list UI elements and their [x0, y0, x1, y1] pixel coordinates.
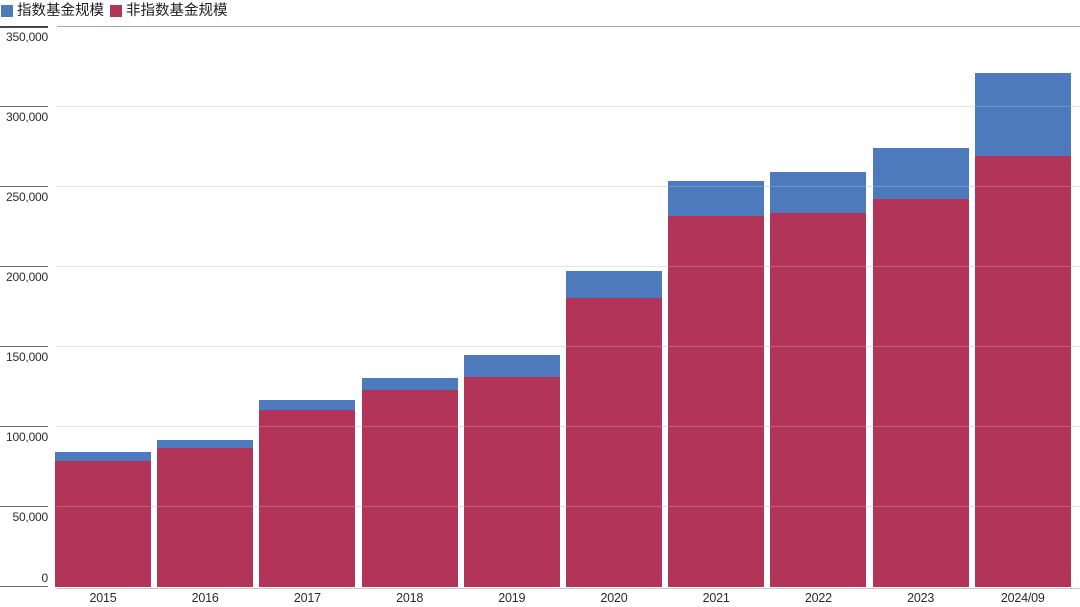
x-axis-label: 2016 [191, 591, 219, 605]
bar-segment-nonindex-funds[interactable] [55, 461, 151, 587]
bar-segment-index-funds[interactable] [566, 270, 662, 298]
y-gridline [57, 106, 1080, 107]
y-tick-mark [0, 185, 48, 188]
bar-segment-index-funds[interactable] [974, 73, 1071, 156]
bar-segment-nonindex-funds[interactable] [668, 215, 765, 587]
legend-label-nonindex-funds: 非指数基金规模 [126, 3, 228, 19]
bar-segment-index-funds[interactable] [463, 355, 560, 377]
y-tick-mark [0, 105, 48, 108]
y-axis-label: 300,000 [6, 109, 48, 124]
x-axis-label: 2019 [498, 591, 526, 605]
y-axis-label: 350,000 [6, 29, 48, 44]
legend-swatch-nonindex-funds-icon [110, 5, 122, 17]
x-axis-label: 2023 [907, 591, 935, 605]
legend-item-index-funds[interactable]: 指数基金规模 [1, 3, 104, 19]
x-axis-label: 2020 [600, 591, 628, 605]
y-axis-label: 250,000 [6, 189, 48, 204]
bar-segment-nonindex-funds[interactable] [974, 155, 1071, 587]
x-axis-label: 2017 [293, 591, 321, 605]
bar-segment-index-funds[interactable] [872, 148, 969, 200]
y-tick-mark [0, 345, 48, 348]
x-axis-label: 2018 [396, 591, 424, 605]
bar-segment-nonindex-funds[interactable] [770, 212, 867, 587]
y-tick-mark [0, 25, 48, 28]
bar-segment-nonindex-funds[interactable] [361, 390, 458, 587]
y-tick-mark [0, 505, 48, 508]
bar-segment-index-funds[interactable] [361, 378, 458, 391]
y-gridline-overlay [57, 266, 1080, 267]
legend-item-nonindex-funds[interactable]: 非指数基金规模 [110, 3, 228, 19]
y-gridline [57, 266, 1080, 267]
bar-segment-index-funds[interactable] [55, 452, 151, 462]
y-tick-mark [0, 585, 48, 588]
y-gridline-overlay [57, 106, 1080, 107]
bar-segment-index-funds[interactable] [157, 439, 254, 449]
y-axis-label: 50,000 [12, 509, 48, 524]
legend-label-index-funds: 指数基金规模 [17, 3, 104, 19]
bar-segment-nonindex-funds[interactable] [566, 297, 662, 587]
y-gridline-overlay [57, 186, 1080, 187]
y-gridline [57, 26, 1080, 27]
bar-segment-index-funds[interactable] [668, 181, 765, 216]
y-tick-mark [0, 265, 48, 268]
bar-segment-nonindex-funds[interactable] [872, 199, 969, 587]
chart-legend: 指数基金规模 非指数基金规模 [1, 3, 228, 19]
legend-swatch-index-funds-icon [1, 5, 13, 17]
y-gridline-overlay [57, 506, 1080, 507]
y-axis-label: 0 [41, 570, 49, 585]
bar-segment-index-funds[interactable] [259, 399, 356, 411]
x-axis-label: 2021 [702, 591, 730, 605]
y-gridline [57, 186, 1080, 187]
x-axis-label: 2024/09 [1000, 591, 1045, 605]
y-tick-mark [0, 425, 48, 428]
y-gridline-overlay [57, 426, 1080, 427]
x-axis-label: 2015 [89, 591, 117, 605]
y-gridline [57, 587, 1080, 589]
bar-segment-nonindex-funds[interactable] [463, 376, 560, 587]
bar-segment-nonindex-funds[interactable] [259, 410, 356, 587]
y-gridline-overlay [57, 346, 1080, 347]
x-axis-label: 2022 [804, 591, 832, 605]
bar-segment-index-funds[interactable] [770, 172, 867, 213]
y-axis-label: 200,000 [6, 269, 48, 284]
y-axis-label: 150,000 [6, 349, 48, 364]
bar-segment-nonindex-funds[interactable] [157, 448, 254, 587]
y-axis-label: 100,000 [6, 429, 48, 444]
